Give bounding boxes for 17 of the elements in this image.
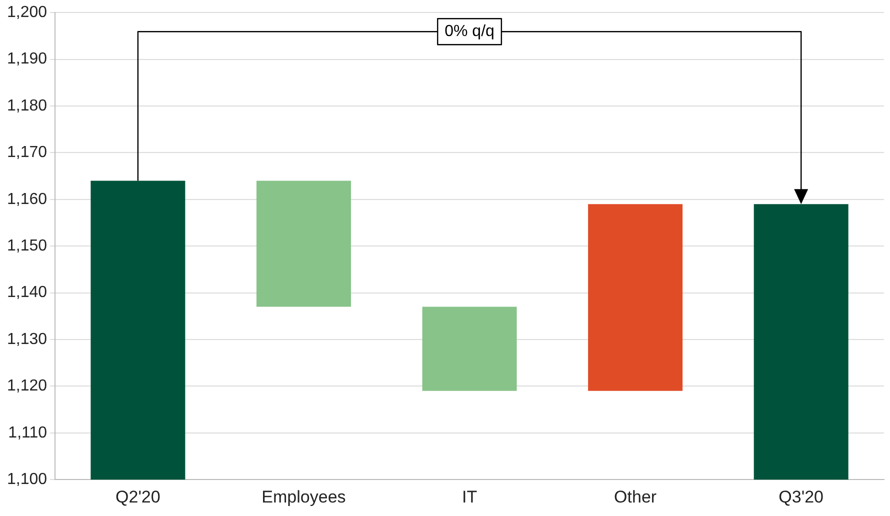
y-tick-label: 1,200 [6, 4, 48, 22]
x-tick-label: IT [462, 487, 478, 506]
annotation: 0% q/q [444, 23, 494, 40]
y-tick-label: 1,190 [6, 50, 48, 68]
y-tick-label: 1,170 [6, 144, 48, 162]
y-tick-label: 1,100 [6, 471, 48, 488]
x-tick-label: Employees [262, 487, 346, 506]
y-tick-label: 1,130 [6, 330, 48, 348]
y-tick-label: 1,110 [8, 424, 48, 442]
y-tick-label: 1,140 [6, 284, 48, 302]
x-tick-label: Q3'20 [778, 487, 824, 506]
y-tick-label: 1,160 [6, 190, 48, 208]
x-tick-label: Q2'20 [116, 487, 160, 506]
y-tick-label: 1,180 [6, 97, 48, 114]
x-tick-label: Other [614, 487, 657, 506]
y-tick-label: 1,150 [6, 238, 48, 255]
y-tick-label: 1,120 [6, 378, 48, 395]
